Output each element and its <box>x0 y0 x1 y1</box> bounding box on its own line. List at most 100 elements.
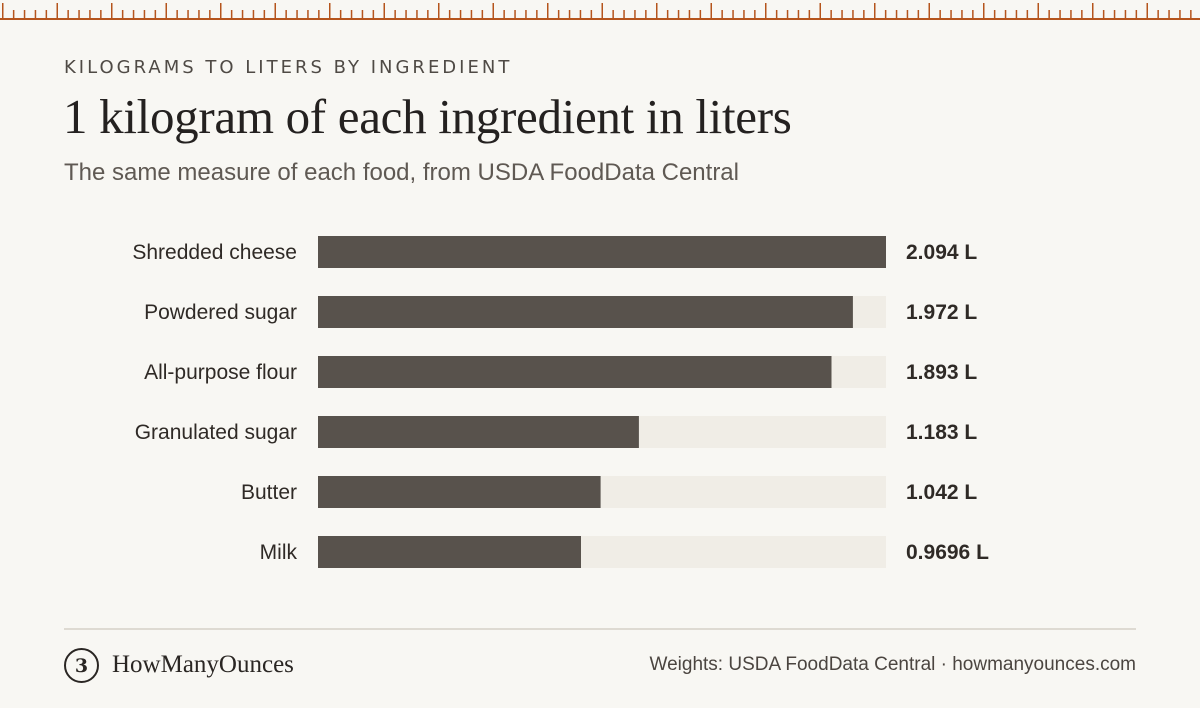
category-label: Powdered sugar <box>144 301 297 324</box>
ruler-tick <box>743 10 745 18</box>
ruler-tick <box>525 10 527 18</box>
ruler-tick <box>350 10 353 18</box>
ruler-tick <box>656 3 658 18</box>
ruler-tick <box>863 10 865 18</box>
ruler-tick <box>34 10 37 18</box>
ruler-border <box>0 3 1200 20</box>
ruler-tick <box>612 10 614 18</box>
ruler-tick <box>121 10 124 18</box>
ruler-tick <box>939 10 941 18</box>
ruler-tick <box>993 10 996 18</box>
ruler-tick <box>176 10 178 18</box>
ruler-tick <box>143 10 146 18</box>
category-label: Milk <box>260 541 298 564</box>
ruler-tick <box>383 3 385 18</box>
ruler-tick <box>23 10 26 18</box>
ruler-tick <box>67 10 69 18</box>
ruler-tick <box>2 3 4 18</box>
ruler-tick <box>1102 10 1105 18</box>
ruler-tick <box>45 10 48 18</box>
footer-divider <box>64 628 1136 630</box>
bar <box>318 416 639 448</box>
ruler-tick <box>906 10 909 18</box>
ruler-tick <box>405 10 407 18</box>
ruler-tick <box>1092 3 1094 18</box>
ruler-tick <box>623 10 625 18</box>
ruler-tick <box>241 10 244 18</box>
ruler-tick <box>1026 10 1029 18</box>
ruler-tick <box>950 10 952 18</box>
ruler-tick <box>361 10 364 18</box>
ruler-tick <box>1004 10 1007 18</box>
ruler-tick <box>1037 3 1039 18</box>
category-label: Shredded cheese <box>132 241 297 264</box>
ruler-tick <box>601 3 603 18</box>
ruler-tick <box>1135 10 1138 18</box>
ruler-tick <box>448 10 451 18</box>
ruler-tick <box>154 10 157 18</box>
ruler-tick <box>1124 10 1127 18</box>
chart-subtitle: The same measure of each food, from USDA… <box>64 159 739 186</box>
ruler-tick <box>470 10 473 18</box>
ruler-tick <box>557 10 560 18</box>
value-label: 2.094 L <box>906 241 977 264</box>
ruler-tick <box>230 10 233 18</box>
ruler-tick <box>12 10 15 18</box>
ruler-tick <box>111 3 113 18</box>
ruler-tick <box>459 10 462 18</box>
ruler-tick <box>1190 10 1192 18</box>
chart-eyebrow: KILOGRAMS TO LITERS BY INGREDIENT <box>64 57 513 78</box>
ruler-tick <box>307 10 309 18</box>
ruler-tick <box>775 10 778 18</box>
ruler-tick <box>841 10 843 18</box>
ruler-tick <box>100 10 102 18</box>
ruler-tick <box>438 3 440 18</box>
ruler-tick <box>852 10 854 18</box>
bar <box>318 296 853 328</box>
ruler-tick <box>263 10 266 18</box>
ruler-tick <box>165 3 167 18</box>
ruler-tick <box>329 3 331 18</box>
ruler-tick <box>89 10 91 18</box>
value-label: 1.042 L <box>906 481 977 504</box>
ruler-tick <box>1113 10 1116 18</box>
ruler-tick <box>56 3 58 18</box>
ruler-tick <box>372 10 375 18</box>
ruler-tick <box>427 10 429 18</box>
ruler-tick <box>514 10 516 18</box>
ruler-tick <box>961 10 963 18</box>
category-label: Granulated sugar <box>135 421 297 444</box>
ruler-tick <box>1015 10 1018 18</box>
ruler-tick <box>765 3 767 18</box>
ruler-tick <box>1146 3 1148 18</box>
ruler-tick <box>972 10 974 18</box>
value-label: 1.972 L <box>906 301 977 324</box>
ruler-tick <box>132 10 135 18</box>
ruler-tick <box>274 3 276 18</box>
ruler-tick <box>1081 10 1083 18</box>
ruler-tick <box>339 10 342 18</box>
chart-title: 1 kilogram of each ingredient in liters <box>63 89 792 144</box>
bar <box>318 236 886 268</box>
ruler-tick <box>394 10 396 18</box>
scale-icon: 3 <box>64 648 99 683</box>
category-label: Butter <box>241 481 297 504</box>
ruler-tick <box>1157 10 1159 18</box>
ruler-tick <box>1048 10 1050 18</box>
ruler-tick <box>78 10 80 18</box>
ruler-tick <box>503 10 505 18</box>
ruler-tick <box>252 10 255 18</box>
bar <box>318 356 832 388</box>
category-label: All-purpose flour <box>144 361 297 384</box>
ruler-tick <box>710 3 712 18</box>
value-label: 1.183 L <box>906 421 977 444</box>
ruler-tick <box>895 10 898 18</box>
ruler-tick <box>481 10 484 18</box>
ruler-tick <box>721 10 723 18</box>
ruler-tick <box>590 10 593 18</box>
brand-name: HowManyOunces <box>112 651 294 678</box>
value-label: 1.893 L <box>906 361 977 384</box>
ruler-tick <box>285 10 287 18</box>
ruler-tick <box>786 10 789 18</box>
